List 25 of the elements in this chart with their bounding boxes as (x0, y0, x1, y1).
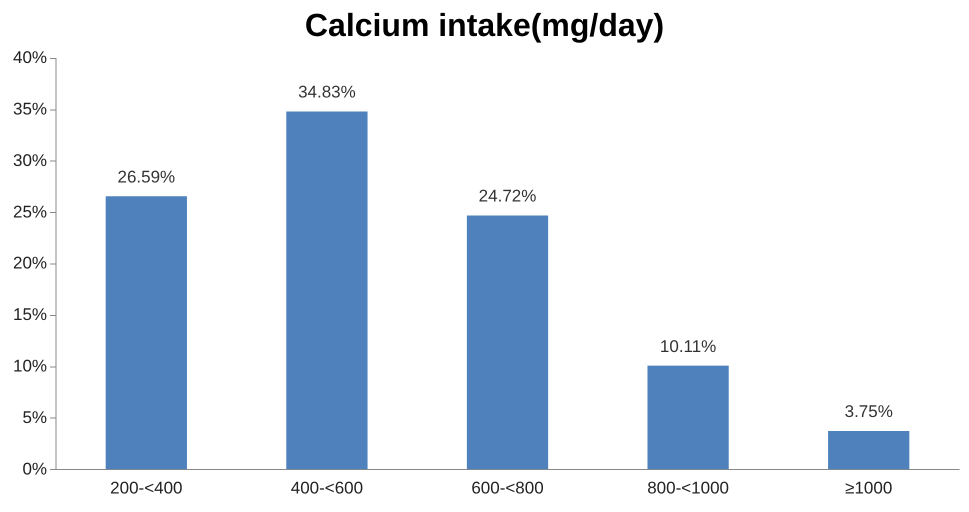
bar (106, 196, 187, 470)
chart-title: Calcium intake(mg/day) (304, 7, 664, 44)
y-tick-label: 35% (12, 99, 48, 118)
y-tick-label: 15% (12, 305, 48, 324)
x-tick-label: 400-<600 (290, 478, 364, 498)
data-label: 34.83% (298, 82, 356, 102)
y-tick-label: 25% (12, 202, 48, 222)
data-label: 26.59% (117, 167, 176, 186)
bar (286, 112, 368, 470)
y-tick-label: 10% (12, 356, 48, 376)
data-label: 24.72% (478, 186, 536, 206)
data-label: 3.75% (844, 402, 893, 422)
x-tick-label: ≥1000 (845, 478, 892, 498)
y-tick-label: 40% (12, 48, 48, 68)
x-tick-label: 800-<1000 (647, 478, 729, 498)
bar (466, 215, 548, 470)
y-tick-label: 30% (12, 150, 48, 170)
y-tick-label: 0% (22, 459, 48, 478)
x-tick-label: 200-<400 (110, 478, 182, 498)
x-tick-label: 600-<800 (471, 478, 544, 498)
y-tick-label: 20% (12, 254, 48, 273)
y-tick-label: 5% (22, 408, 48, 427)
bar (647, 366, 729, 470)
bar (828, 431, 910, 470)
data-label: 10.11% (660, 336, 716, 356)
